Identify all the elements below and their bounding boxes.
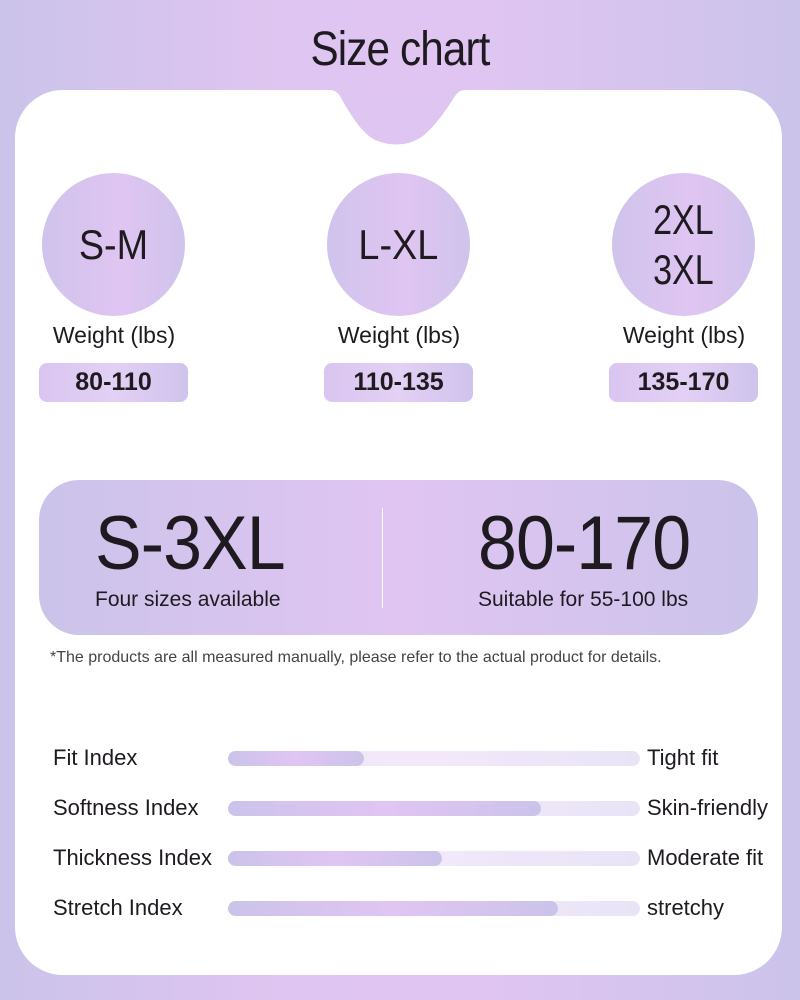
weight-label: Weight (lbs) <box>622 322 746 348</box>
weight-range-sub: Suitable for 55-100 lbs <box>478 588 689 611</box>
index-value: Tight fit <box>647 745 719 770</box>
weight-label: Weight (lbs) <box>52 322 176 348</box>
index-bar <box>228 851 640 866</box>
index-bar-fill <box>228 801 542 816</box>
index-label: Fit Index <box>53 745 138 770</box>
size-label: 2XL <box>653 195 714 243</box>
index-row-softness: Softness Index Skin-friendly <box>0 793 800 823</box>
index-bar <box>228 901 640 916</box>
summary-panel <box>39 480 758 635</box>
size-range-sub: Four sizes available <box>95 588 281 611</box>
index-label: Softness Index <box>53 795 199 820</box>
weight-range: 80-170 <box>478 501 691 586</box>
weight-label: Weight (lbs) <box>337 322 461 348</box>
disclaimer-note: *The products are all measured manually,… <box>50 649 662 666</box>
weight-value: 135-170 <box>609 363 758 402</box>
size-circle-l-xl: L-XL <box>327 173 470 316</box>
size-label: S-M <box>78 220 149 268</box>
index-row-thickness: Thickness Index Moderate fit <box>0 843 800 873</box>
index-bar <box>228 751 640 766</box>
index-row-stretch: Stretch Index stretchy <box>0 893 800 923</box>
size-label: 3XL <box>653 245 714 293</box>
size-label: L-XL <box>358 220 439 268</box>
size-circle-s-m: S-M <box>42 173 185 316</box>
index-bar <box>228 801 640 816</box>
size-circle-2xl-3xl: 2XL 3XL <box>612 173 755 316</box>
divider <box>382 508 383 608</box>
size-range: S-3XL <box>95 501 286 586</box>
weight-value: 80-110 <box>39 363 188 402</box>
index-bar-fill <box>228 751 364 766</box>
index-label: Stretch Index <box>53 895 183 920</box>
weight-value: 110-135 <box>324 363 473 402</box>
index-bar-fill <box>228 851 443 866</box>
index-label: Thickness Index <box>53 845 212 870</box>
page-title: Size chart <box>310 23 490 76</box>
card-notch <box>320 88 480 145</box>
index-row-fit: Fit Index Tight fit <box>0 743 800 773</box>
index-value: Skin-friendly <box>647 795 769 820</box>
index-value: stretchy <box>647 895 725 920</box>
index-value: Moderate fit <box>647 845 764 870</box>
index-bar-fill <box>228 901 558 916</box>
